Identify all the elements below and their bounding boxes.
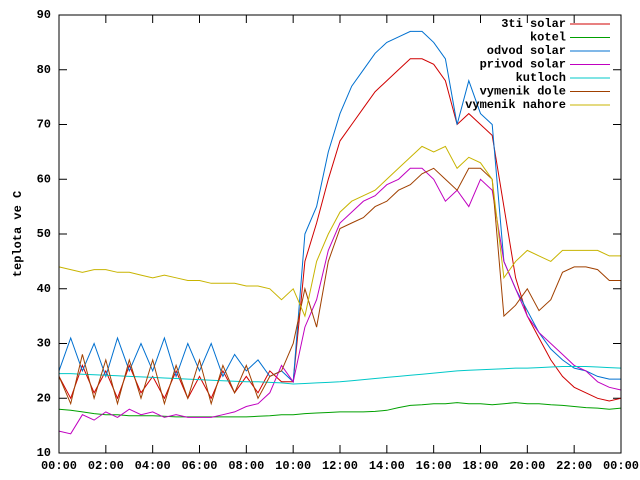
legend-label: kotel <box>530 31 566 45</box>
y-tick-label: 30 <box>37 337 51 351</box>
series-line <box>58 167 621 406</box>
x-tick-label: 22:00 <box>556 459 592 473</box>
legend-label: vymenik nahore <box>465 98 566 112</box>
x-tick-label: 12:00 <box>322 459 358 473</box>
x-tick-label: 16:00 <box>416 459 452 473</box>
y-tick-label: 20 <box>37 391 51 405</box>
legend-label: odvod solar <box>487 44 566 58</box>
x-tick-label: 10:00 <box>275 459 311 473</box>
y-tick-label: 90 <box>37 8 51 22</box>
series-line <box>58 402 622 418</box>
x-tick-label: 14:00 <box>369 459 405 473</box>
series-line <box>58 145 621 318</box>
y-tick-label: 60 <box>37 172 51 186</box>
x-tick-label: 00:00 <box>603 459 639 473</box>
legend-label: privod solar <box>480 58 566 72</box>
series-line <box>59 366 622 385</box>
y-tick-label: 50 <box>37 227 51 241</box>
y-tick-label: 40 <box>37 282 51 296</box>
x-tick-label: 08:00 <box>228 459 264 473</box>
x-tick-label: 20:00 <box>509 459 545 473</box>
legend-label: vymenik dole <box>480 85 566 99</box>
x-tick-label: 02:00 <box>88 459 124 473</box>
series-line <box>58 167 622 435</box>
y-tick-label: 70 <box>37 118 51 132</box>
x-tick-label: 00:00 <box>41 459 77 473</box>
plot-frame <box>58 14 622 454</box>
x-tick-label: 06:00 <box>181 459 217 473</box>
y-tick-label: 10 <box>37 446 51 460</box>
y-axis-label: teplota ve C <box>11 191 25 277</box>
legend-label: kutloch <box>516 71 566 85</box>
series-line <box>58 30 621 383</box>
legend-label: 3ti solar <box>501 17 566 31</box>
y-tick-label: 80 <box>37 63 51 77</box>
x-tick-label: 04:00 <box>135 459 171 473</box>
x-tick-label: 18:00 <box>462 459 498 473</box>
